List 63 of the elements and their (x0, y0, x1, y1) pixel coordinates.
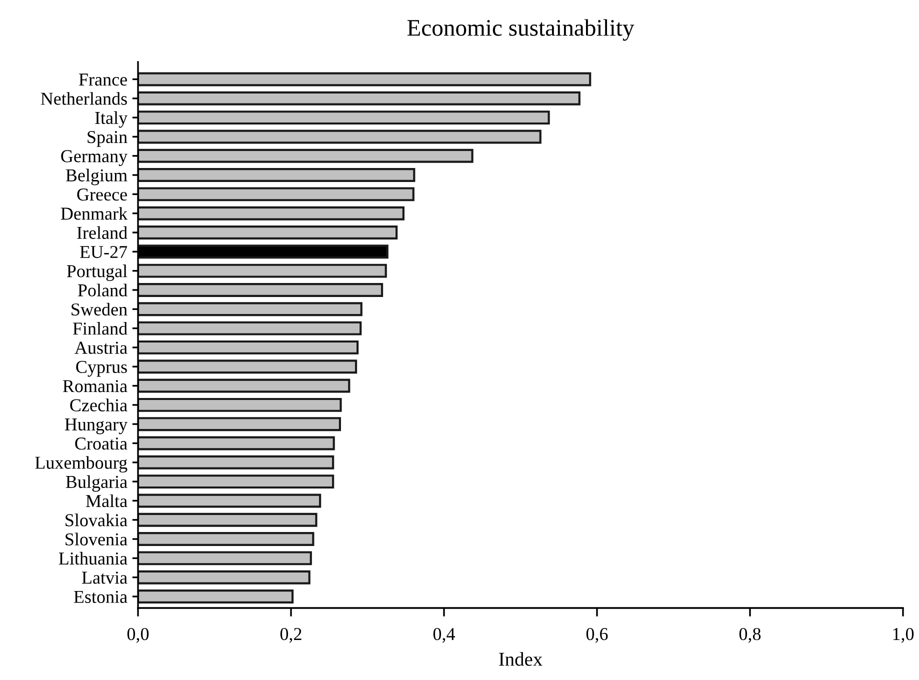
y-tick-label: Poland (78, 284, 128, 296)
bar (138, 206, 404, 220)
x-tick-label: 0,2 (280, 628, 302, 643)
y-tick-label: Estonia (74, 590, 128, 603)
bar (138, 360, 358, 374)
x-tick-label: 0,0 (127, 628, 149, 643)
y-tick-label: Bulgaria (66, 475, 128, 492)
bar (138, 168, 416, 182)
x-tick-label: 0,4 (433, 628, 456, 643)
y-tick-label: Netherlands (40, 92, 127, 105)
chart-title: Economic sustainability (407, 19, 634, 41)
bar (138, 398, 342, 412)
bar (138, 148, 474, 163)
y-tick-label: Romania (62, 380, 128, 392)
bar (138, 72, 592, 86)
bar (138, 187, 414, 202)
bar (138, 110, 550, 125)
y-tick-label: Italy (95, 111, 128, 128)
bar (138, 264, 387, 278)
x-axis-title: Index (499, 652, 542, 666)
y-tick-label: France (78, 74, 127, 86)
y-tick-label: Cyprus (76, 360, 127, 377)
y-tick-label: Sweden (72, 302, 128, 316)
y-tick-label: Spain (88, 131, 128, 147)
bar (138, 91, 580, 106)
y-tick-label: Croatia (75, 438, 128, 450)
bar (138, 455, 334, 470)
y-tick-label: Lithuania (58, 552, 128, 565)
y-tick-label: Czechia (70, 398, 128, 412)
bar (138, 130, 542, 144)
y-tick-label: Latvia (82, 572, 128, 584)
bar (138, 340, 359, 354)
y-tick-label: Malta (86, 494, 128, 508)
bar (138, 378, 350, 393)
y-tick-label: Portugal (66, 264, 128, 281)
bar (138, 532, 314, 546)
bar (138, 302, 362, 316)
y-tick-label: Slovenia (66, 532, 128, 546)
bar (138, 226, 398, 240)
bar (138, 436, 335, 450)
bar (138, 512, 318, 527)
y-tick-label: Hungary (64, 418, 128, 434)
x-tick-label: 1,0 (893, 628, 914, 643)
y-tick-label: Austria (74, 342, 128, 354)
y-tick-label: Slovakia (66, 514, 128, 526)
y-tick-label: Finland (72, 322, 128, 335)
bar (138, 570, 310, 584)
y-tick-label: Denmark (60, 207, 128, 220)
bar (138, 494, 322, 508)
y-tick-label: Luxembourg (35, 456, 128, 473)
y-tick-label: Belgium (66, 168, 128, 186)
x-tick-label: 0,6 (586, 628, 608, 643)
y-tick-label: Ireland (77, 226, 128, 239)
x-tick-label: 0,8 (739, 628, 761, 643)
y-tick-label: EU-27 (80, 246, 128, 258)
y-tick-label: Germany (61, 150, 128, 166)
bar (138, 417, 342, 432)
bar (138, 282, 384, 297)
y-tick-label: Greece (77, 188, 127, 201)
bar (138, 551, 312, 566)
bar (138, 321, 362, 336)
bar (138, 590, 294, 604)
bar (138, 474, 334, 489)
